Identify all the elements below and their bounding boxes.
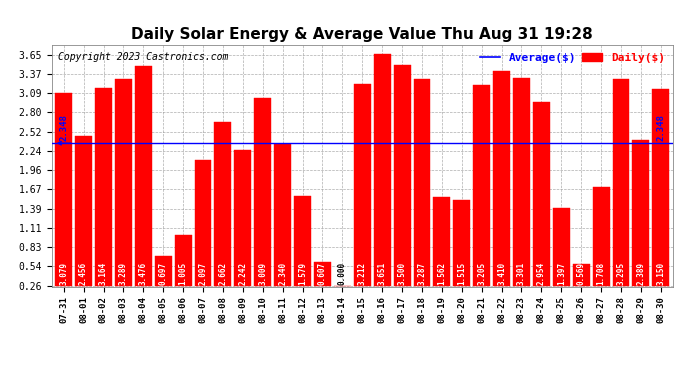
Text: 3.295: 3.295 [616, 262, 626, 285]
Text: 3.009: 3.009 [258, 262, 267, 285]
Bar [513, 78, 530, 285]
Bar [135, 66, 152, 285]
Bar [215, 122, 231, 285]
Bar [155, 256, 172, 285]
Bar [413, 79, 431, 285]
Bar [175, 235, 192, 285]
Text: 2.097: 2.097 [199, 262, 208, 285]
Text: 1.708: 1.708 [597, 262, 606, 285]
Bar [195, 160, 211, 285]
Bar [533, 102, 550, 285]
Bar [115, 79, 132, 285]
Text: 1.397: 1.397 [557, 262, 566, 285]
Text: 1.005: 1.005 [179, 262, 188, 285]
Text: 3.205: 3.205 [477, 262, 486, 285]
Text: Copyright 2023 Castronics.com: Copyright 2023 Castronics.com [58, 52, 228, 62]
Text: 3.301: 3.301 [517, 262, 526, 285]
Bar [613, 79, 629, 285]
Text: 1.562: 1.562 [437, 262, 446, 285]
Bar [433, 197, 451, 285]
Bar [294, 196, 311, 285]
Text: 0.697: 0.697 [159, 262, 168, 285]
Bar [55, 93, 72, 285]
Text: 2.662: 2.662 [219, 262, 228, 285]
Text: 3.289: 3.289 [119, 262, 128, 285]
Text: 2.340: 2.340 [278, 262, 287, 285]
Text: 3.476: 3.476 [139, 262, 148, 285]
Text: 3.287: 3.287 [417, 262, 426, 285]
Bar [593, 187, 609, 285]
Title: Daily Solar Energy & Average Value Thu Aug 31 19:28: Daily Solar Energy & Average Value Thu A… [131, 27, 593, 42]
Text: 0.000: 0.000 [338, 262, 347, 285]
Bar [553, 208, 570, 285]
Bar [573, 264, 590, 285]
Bar [633, 141, 649, 285]
Text: 2.242: 2.242 [238, 262, 247, 285]
Text: 0.607: 0.607 [318, 262, 327, 285]
Legend: Average($), Daily($): Average($), Daily($) [478, 51, 667, 65]
Text: 2.954: 2.954 [537, 262, 546, 285]
Bar [393, 65, 411, 285]
Text: 2.348: 2.348 [656, 114, 665, 141]
Text: 2.456: 2.456 [79, 262, 88, 285]
Bar [274, 144, 291, 285]
Bar [235, 150, 251, 285]
Text: 0.569: 0.569 [577, 262, 586, 285]
Text: 3.212: 3.212 [357, 262, 367, 285]
Text: 1.579: 1.579 [298, 262, 307, 285]
Bar [453, 200, 470, 285]
Bar [473, 85, 490, 285]
Text: 2.348: 2.348 [59, 114, 68, 141]
Text: 2.389: 2.389 [636, 262, 645, 285]
Text: 3.410: 3.410 [497, 262, 506, 285]
Bar [95, 88, 112, 285]
Bar [652, 88, 669, 285]
Text: 3.150: 3.150 [656, 262, 665, 285]
Text: 3.651: 3.651 [377, 262, 386, 285]
Text: 1.515: 1.515 [457, 262, 466, 285]
Bar [314, 262, 331, 285]
Bar [255, 98, 271, 285]
Bar [374, 54, 391, 285]
Text: 3.164: 3.164 [99, 262, 108, 285]
Text: 3.500: 3.500 [397, 262, 406, 285]
Bar [75, 136, 92, 285]
Text: 3.079: 3.079 [59, 262, 68, 285]
Bar [493, 71, 510, 285]
Bar [354, 84, 371, 285]
